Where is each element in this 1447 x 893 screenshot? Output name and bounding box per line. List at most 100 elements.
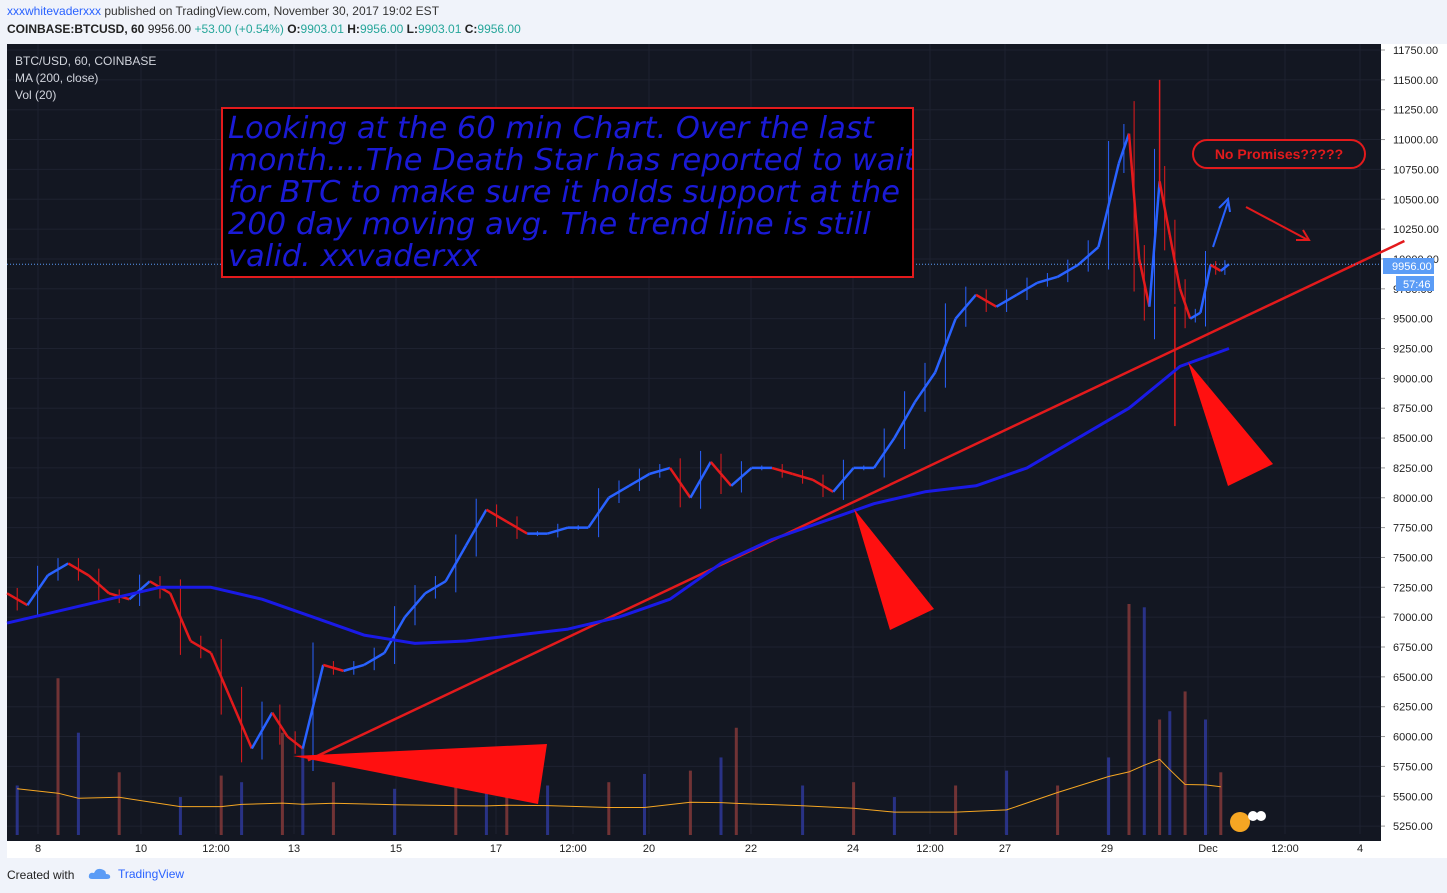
- volume-bar: [1204, 719, 1207, 835]
- ma-layer: [6, 347, 1230, 645]
- symbol-line: COINBASE:BTCUSD, 60 9956.00 +53.00 (+0.5…: [7, 22, 521, 36]
- y-tick-label: 9000.00: [1393, 373, 1433, 385]
- down-arrow-head: [1296, 229, 1311, 241]
- y-tick-label: 11250.00: [1393, 105, 1438, 117]
- volume-bar: [734, 727, 738, 835]
- volume-bar: [117, 772, 121, 835]
- volume-bar: [15, 785, 19, 835]
- y-axis-labels: 5250.00 5500.00 5750.00 6000.00 6250.00 6500.…: [1381, 45, 1439, 833]
- x-tick-label: 17: [490, 843, 502, 855]
- y-tick-label: 6000.00: [1393, 732, 1433, 744]
- volume-bar: [219, 775, 223, 835]
- y-tick-label: 6500.00: [1393, 672, 1433, 684]
- volume-bar: [240, 782, 244, 835]
- ma-200-line: [6, 347, 1230, 645]
- volume-bar: [892, 797, 896, 835]
- volume-bar: [954, 785, 958, 835]
- y-tick-label: 11500.00: [1393, 75, 1438, 87]
- top-info-bar: xxxwhitevaderxxx published on TradingVie…: [0, 0, 1447, 44]
- volume-bar: [1107, 757, 1111, 835]
- flag-icon[interactable]: [1230, 812, 1250, 832]
- annotation-arrows: [293, 196, 1311, 804]
- x-tick-label: 15: [390, 843, 402, 855]
- created-with-label: Created with: [7, 868, 75, 882]
- y-tick-label: 11000.00: [1393, 135, 1438, 147]
- volume-bar: [1056, 785, 1060, 835]
- y-tick-label: 7000.00: [1393, 612, 1433, 624]
- trendline-layer: [307, 239, 1405, 762]
- legend-volume[interactable]: Vol (20): [15, 88, 57, 102]
- high-value: 9956.00: [359, 22, 404, 36]
- event-flags[interactable]: [1230, 811, 1266, 832]
- open-label: O:: [287, 22, 301, 36]
- x-tick-label: 4: [1357, 843, 1363, 855]
- y-tick-label: 11750.00: [1393, 45, 1438, 57]
- open-value: 9903.01: [300, 22, 344, 36]
- volume-bar: [688, 770, 692, 835]
- y-tick-label: 10250.00: [1393, 224, 1439, 236]
- symbol-label[interactable]: COINBASE:BTCUSD, 60: [7, 22, 145, 36]
- countdown-tag: [1396, 276, 1434, 291]
- volume-bars: [15, 604, 1223, 835]
- publish-line: xxxwhitevaderxxx published on TradingVie…: [7, 4, 439, 18]
- last-price-tag: [1383, 258, 1434, 274]
- price-series: [6, 79, 1230, 771]
- y-tick-label: 5250.00: [1393, 821, 1433, 833]
- legend-ma[interactable]: MA (200, close): [15, 71, 99, 85]
- chart-legend: BTC/USD, 60, COINBASE MA (200, close) Vo…: [15, 53, 156, 104]
- y-tick-label: 5500.00: [1393, 791, 1433, 803]
- x-tick-label: 24: [847, 843, 859, 855]
- x-tick-label: 12:00: [1271, 843, 1299, 855]
- volume-bar: [393, 788, 397, 835]
- volume-bar: [280, 732, 284, 835]
- tradingview-brand[interactable]: TradingView: [88, 867, 184, 881]
- up-arrow-head: [1218, 196, 1231, 213]
- x-tick-label: Dec: [1198, 843, 1218, 855]
- volume-bar: [1142, 607, 1146, 835]
- x-tick-label: 12:00: [559, 843, 587, 855]
- y-tick-label: 7250.00: [1393, 582, 1433, 594]
- x-tick-label: 13: [288, 843, 300, 855]
- publish-info: published on TradingView.com, November 3…: [101, 4, 440, 18]
- volume-bar: [301, 747, 305, 835]
- x-tick-label: 8: [35, 843, 41, 855]
- last-price: 9956.00: [147, 22, 192, 36]
- close-label: C:: [464, 22, 478, 36]
- footer: [0, 862, 1447, 893]
- low-value: 9903.01: [418, 22, 462, 36]
- x-tick-label: 22: [745, 843, 757, 855]
- y-tick-label: 6250.00: [1393, 702, 1433, 714]
- legend-symbol[interactable]: BTC/USD, 60, COINBASE: [15, 54, 157, 68]
- close-value: 9956.00: [477, 22, 521, 36]
- author-link[interactable]: xxxwhitevaderxxx: [7, 4, 102, 18]
- death-star-arrow-1: [293, 744, 547, 804]
- volume-bar: [331, 782, 335, 835]
- y-tick-label: 10750.00: [1393, 164, 1439, 176]
- x-tick-label: 10: [135, 843, 147, 855]
- callout-bubble[interactable]: No Promises?????: [1192, 139, 1366, 169]
- y-tick-label: 8750.00: [1393, 403, 1433, 415]
- x-axis-labels: 10 12:00 13 15 17 12:00 20 22 24 12:00 27 29 Dec 12:0…: [7, 841, 1381, 858]
- brand-name: TradingView: [118, 867, 185, 881]
- volume-ma-line: [17, 758, 1221, 813]
- y-tick-label: 7500.00: [1393, 552, 1433, 564]
- flag-badge-icon: [1248, 811, 1258, 821]
- volume-bar: [1158, 719, 1162, 835]
- volume-bar: [76, 732, 80, 835]
- volume-bar: [1005, 770, 1009, 835]
- x-tick-label: 12:00: [202, 843, 230, 855]
- high-label: H:: [347, 22, 360, 36]
- volume-bar: [56, 678, 60, 835]
- y-tick-label: 10500.00: [1393, 194, 1439, 206]
- annotation-box[interactable]: Looking at the 60 min Chart. Over the la…: [221, 107, 914, 278]
- x-tick-label: 29: [1101, 843, 1113, 855]
- cloud-icon: [88, 868, 111, 879]
- y-tick-label: 8500.00: [1393, 433, 1433, 445]
- low-label: L:: [406, 22, 418, 36]
- grid: [7, 44, 1381, 834]
- volume-bar: [719, 757, 723, 835]
- volume-bar: [178, 797, 182, 835]
- x-tick-label: 20: [643, 843, 655, 855]
- price-axis[interactable]: [1381, 44, 1447, 858]
- x-tick-label: 27: [999, 843, 1011, 855]
